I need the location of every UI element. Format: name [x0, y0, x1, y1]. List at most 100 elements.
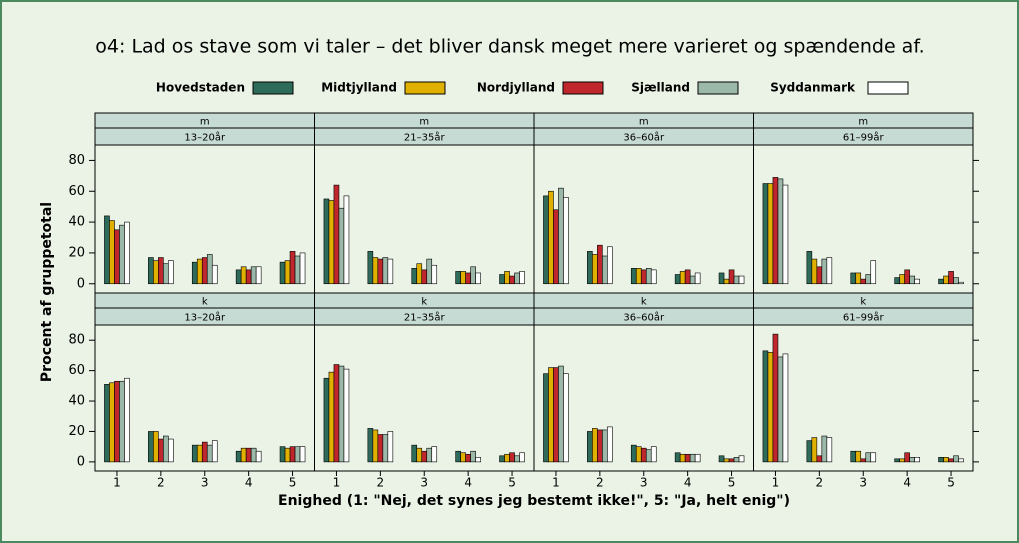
legend-label: Syddanmark — [770, 81, 856, 95]
bar — [689, 275, 696, 285]
chart-title: o4: Lad os stave som vi taler – det bliv… — [95, 36, 924, 58]
legend-label: Hovedstaden — [156, 81, 245, 95]
bar — [689, 453, 696, 463]
bar — [777, 178, 784, 285]
strip-label: 61–99år — [843, 131, 885, 144]
bar — [718, 272, 725, 285]
bar — [119, 380, 125, 463]
bar — [211, 440, 218, 463]
strip-label: 21–35år — [404, 131, 446, 144]
bar — [821, 435, 828, 463]
y-tick-label: 60 — [68, 184, 85, 199]
strip-label: 36–60år — [623, 131, 665, 144]
bar — [543, 373, 549, 463]
bar — [782, 353, 789, 463]
bar — [826, 437, 833, 463]
x-tick-label: 2 — [157, 476, 165, 490]
bar — [733, 275, 740, 285]
bar — [914, 278, 920, 285]
bar — [470, 450, 476, 463]
legend-swatch — [867, 81, 909, 95]
bar — [158, 257, 164, 285]
bar — [563, 373, 569, 463]
x-tick-label: 2 — [596, 476, 604, 490]
bar — [104, 384, 110, 463]
bar — [114, 229, 120, 285]
bar — [635, 268, 642, 285]
bar — [723, 458, 730, 463]
bar — [455, 450, 461, 463]
bar — [196, 258, 203, 285]
bar — [870, 260, 877, 285]
bar — [338, 365, 345, 463]
bar — [416, 263, 423, 285]
bar — [235, 269, 242, 285]
bar — [909, 275, 915, 285]
bar — [597, 244, 603, 285]
x-tick-label: 3 — [640, 476, 648, 490]
bar — [850, 450, 857, 463]
bar — [323, 377, 330, 463]
x-tick-label: 5 — [289, 476, 297, 490]
bar — [855, 272, 862, 285]
strip-label: m — [858, 117, 868, 128]
bar — [679, 453, 686, 463]
bar — [158, 438, 164, 463]
x-tick-label: 3 — [201, 476, 209, 490]
bar — [509, 275, 515, 285]
bar — [255, 266, 262, 285]
x-tick-label: 1 — [552, 476, 560, 490]
bar — [558, 365, 564, 463]
bar — [421, 450, 428, 463]
bar — [250, 447, 257, 463]
bar — [938, 278, 944, 285]
bar — [860, 278, 867, 285]
x-tick-label: 4 — [684, 476, 692, 490]
bar — [650, 269, 657, 285]
bar — [553, 367, 559, 463]
bar — [782, 184, 789, 285]
bar — [279, 446, 286, 463]
x-axis-label: Enighed (1: "Nej, det synes jeg bestemt … — [278, 493, 790, 509]
bar — [504, 453, 510, 463]
bar — [372, 429, 379, 463]
bar — [338, 207, 345, 285]
bar — [958, 458, 964, 463]
bar — [294, 446, 301, 463]
x-tick-label: 1 — [113, 476, 121, 490]
bar — [206, 254, 213, 285]
bar — [694, 453, 701, 463]
y-tick-label: 20 — [68, 424, 85, 439]
bar — [343, 368, 350, 463]
bar — [733, 457, 740, 463]
x-tick-label: 3 — [420, 476, 428, 490]
bar — [124, 221, 130, 285]
bar — [602, 429, 608, 463]
bar — [289, 251, 296, 285]
bar — [163, 435, 169, 463]
bar — [904, 269, 910, 285]
strip-label: k — [860, 297, 866, 308]
bar — [650, 446, 657, 463]
bar — [806, 251, 813, 285]
strip-label: k — [641, 297, 647, 308]
bar — [191, 261, 198, 285]
bar — [777, 356, 784, 463]
y-tick-label: 60 — [68, 363, 85, 378]
bar — [514, 455, 520, 463]
bar — [728, 269, 735, 285]
bar — [870, 452, 877, 463]
bar — [240, 266, 247, 285]
bar — [821, 258, 828, 285]
bar — [294, 255, 301, 285]
bar — [104, 215, 110, 285]
y-tick-label: 0 — [77, 276, 85, 291]
bar — [548, 367, 554, 463]
bar — [206, 444, 213, 463]
bar — [850, 272, 857, 285]
bar — [640, 269, 647, 285]
bar — [816, 455, 823, 463]
x-tick-label: 4 — [245, 476, 253, 490]
bar — [284, 260, 291, 285]
bar — [153, 260, 159, 285]
